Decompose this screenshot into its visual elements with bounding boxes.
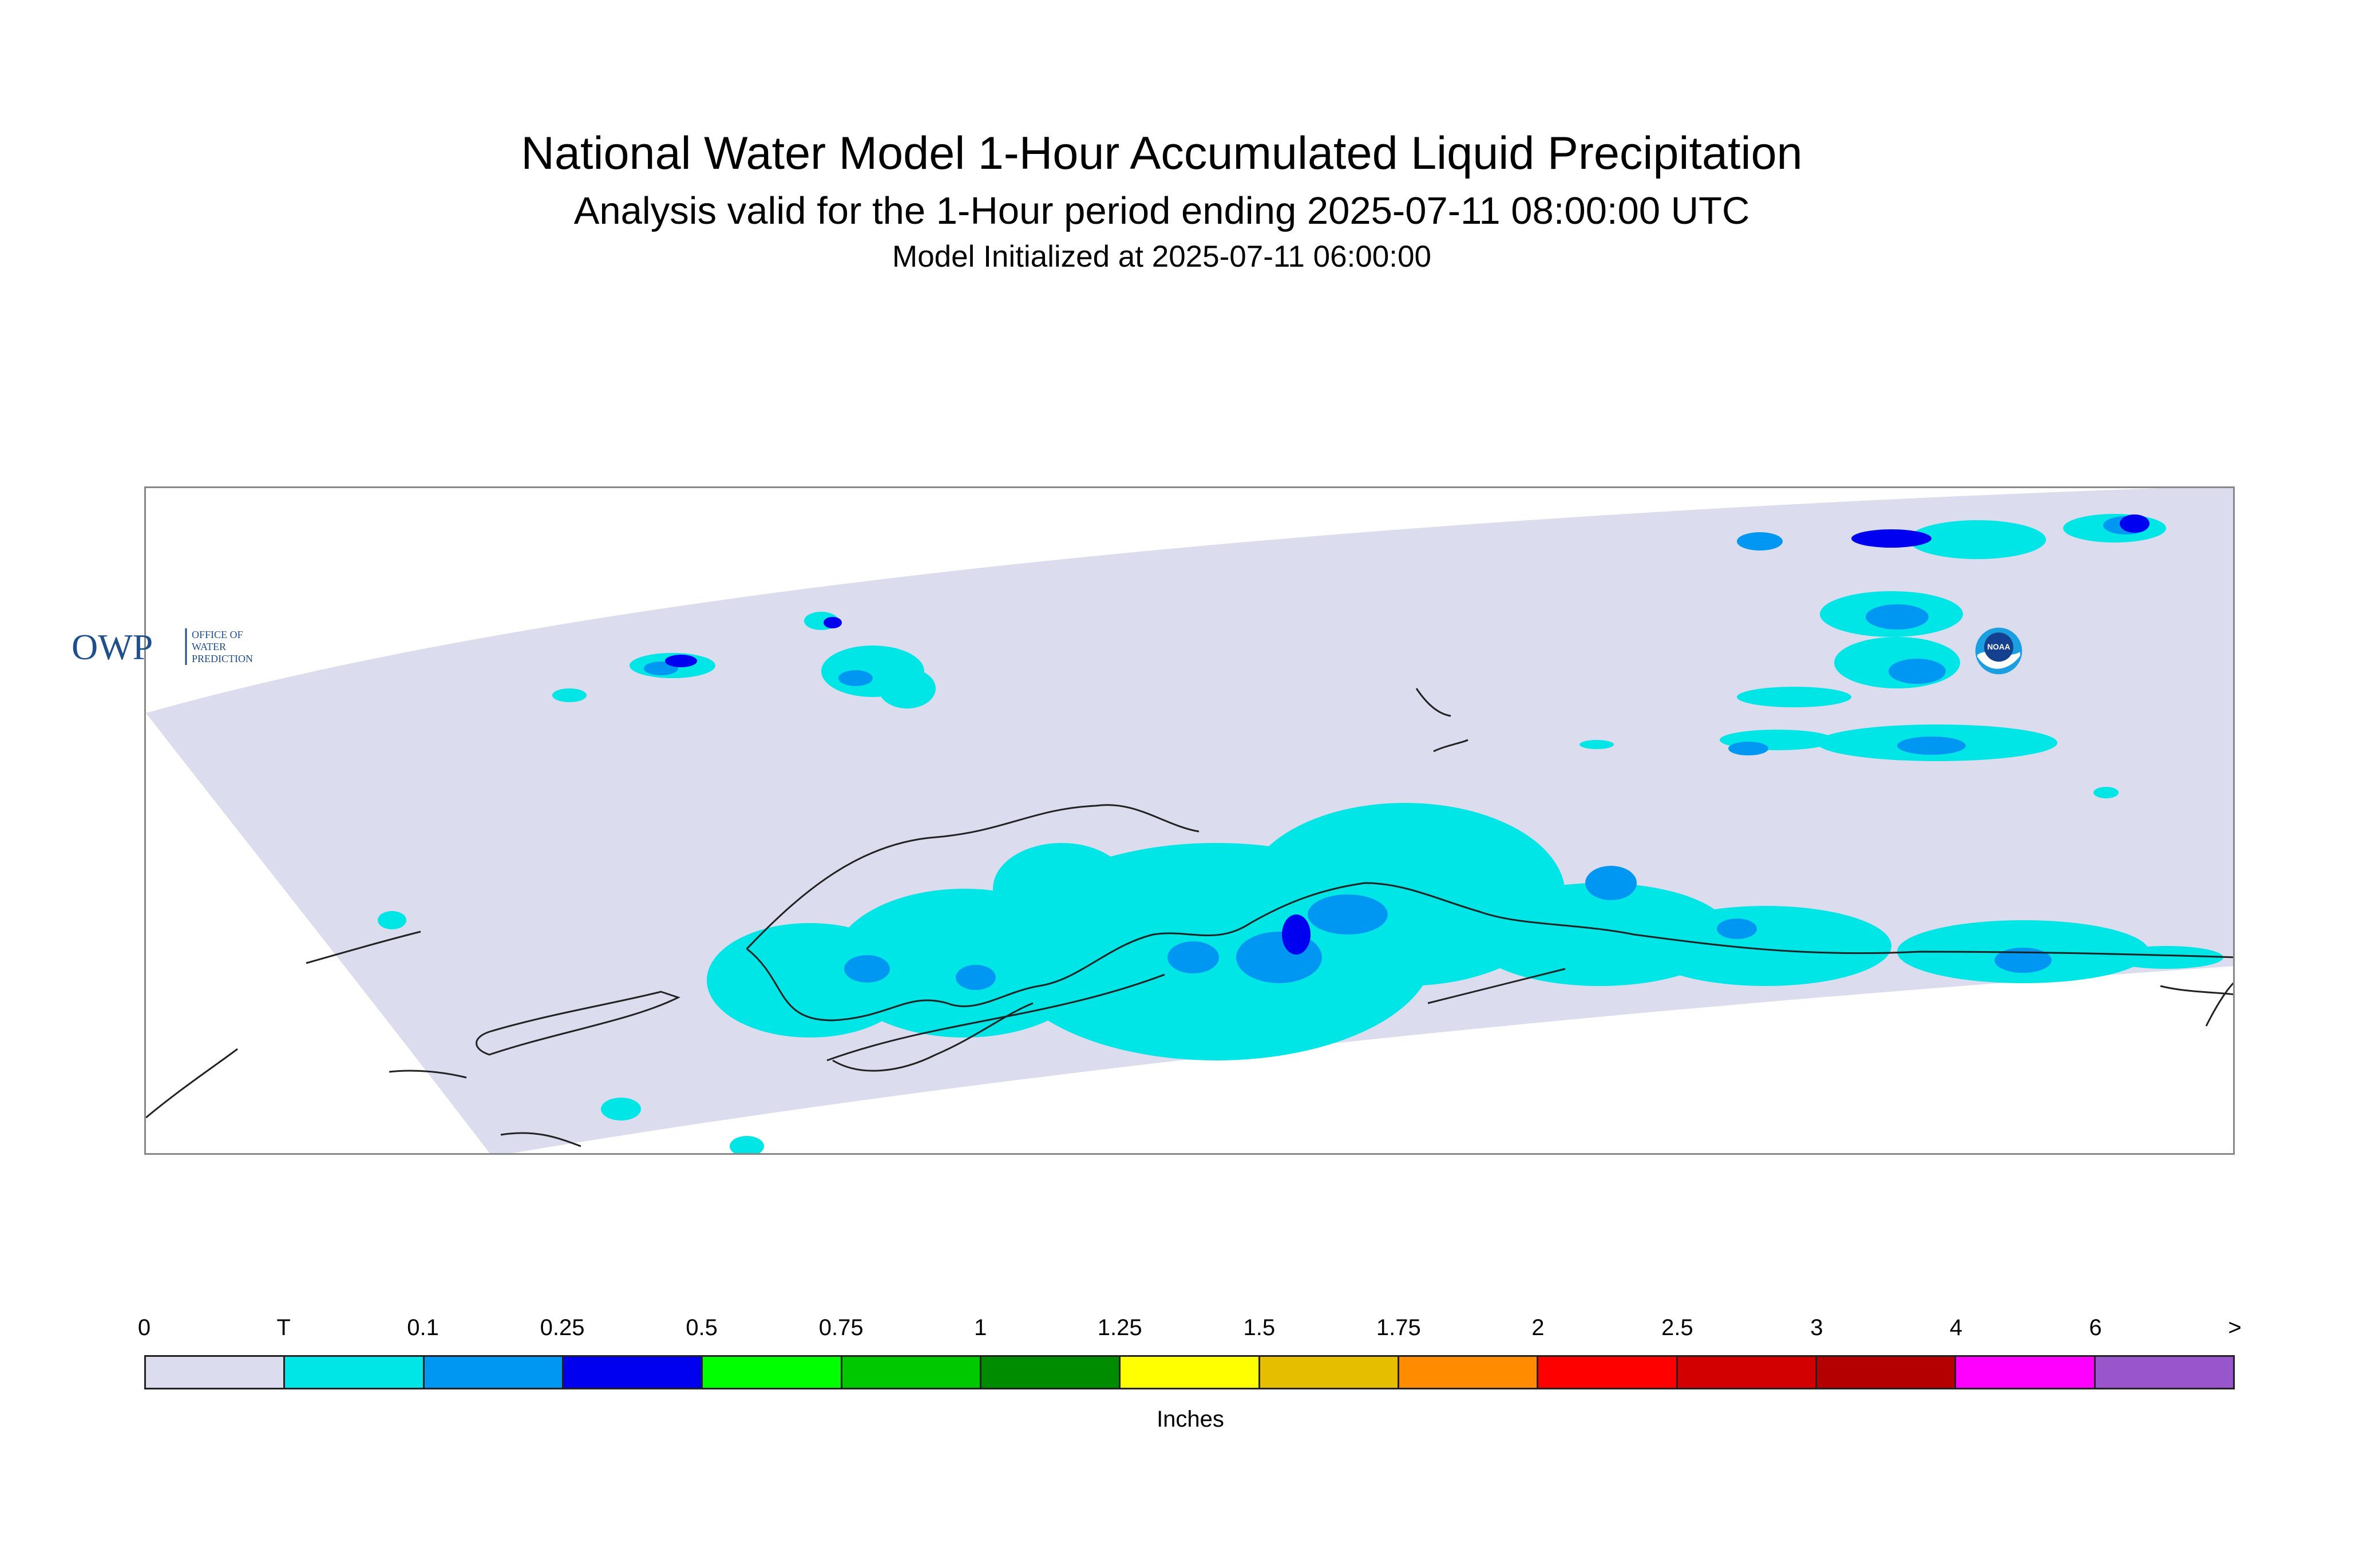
colorbar-tick-label: 1.5 <box>1243 1315 1276 1340</box>
colorbar-tick-label: 2.5 <box>1661 1315 1693 1340</box>
owp-logo-line-3: PREDICTION <box>192 653 253 664</box>
colorbar-swatch-8 <box>1260 1357 1399 1388</box>
colorbar-tick-label: 4 <box>1949 1315 1963 1340</box>
colorbar-tick-label: 0 <box>137 1315 151 1340</box>
colorbar-swatch-11 <box>1677 1357 1817 1388</box>
colorbar-tick-label: 6 <box>2089 1315 2102 1340</box>
noaa-logo-text: NOAA <box>1987 643 2010 651</box>
owp-logo-wordmark: OWP <box>72 627 153 667</box>
colorbar-tick-label: 0.75 <box>818 1315 864 1340</box>
model-init-line: Model Initialized at 2025-07-11 06:00:00 <box>892 240 1431 274</box>
moderate-precip-areas <box>665 514 2150 955</box>
precip-colorbar <box>144 1355 2235 1389</box>
colorbar-swatch-4 <box>703 1357 842 1388</box>
colorbar-tick-label: 0.5 <box>686 1315 718 1340</box>
map-panel <box>144 486 2235 1155</box>
colorbar-swatch-2 <box>424 1357 564 1388</box>
colorbar-tick-label: 3 <box>1810 1315 1823 1340</box>
colorbar-tick-label: 1.75 <box>1376 1315 1421 1340</box>
colorbar-tick-label: 0.1 <box>407 1315 439 1340</box>
colorbar-swatch-10 <box>1538 1357 1678 1388</box>
owp-logo-line-1: OFFICE OF <box>192 629 243 640</box>
colorbar-swatch-6 <box>981 1357 1121 1388</box>
colorbar-tick-label: 1.25 <box>1097 1315 1142 1340</box>
colorbar-swatch-3 <box>563 1357 703 1388</box>
colorbar-tick-label: 0.25 <box>540 1315 585 1340</box>
colorbar-tick-label: T <box>276 1315 291 1340</box>
colorbar-swatch-14 <box>2095 1357 2233 1388</box>
owp-logo-line-2: WATER <box>192 641 226 652</box>
colorbar-swatch-5 <box>842 1357 981 1388</box>
colorbar-swatch-9 <box>1399 1357 1539 1388</box>
precipitation-map <box>146 488 2233 1153</box>
owp-logo: OWP OFFICE OF WATER PREDICTION <box>72 627 253 667</box>
colorbar-swatch-1 <box>285 1357 425 1388</box>
colorbar-tick-label: 2 <box>1531 1315 1545 1340</box>
colorbar-tick-label: > <box>2228 1315 2242 1340</box>
colorbar-tick-label: 1 <box>974 1315 987 1340</box>
colorbar-swatch-0 <box>146 1357 286 1388</box>
colorbar-swatch-7 <box>1121 1357 1260 1388</box>
coastlines <box>146 688 2233 1147</box>
colorbar-swatch-13 <box>1956 1357 2096 1388</box>
colorbar-swatch-12 <box>1816 1357 1957 1388</box>
map-title: National Water Model 1-Hour Accumulated … <box>521 128 1803 179</box>
map-subtitle: Analysis valid for the 1-Hour period end… <box>573 189 1750 232</box>
noaa-logo: NOAA <box>1975 627 2022 675</box>
colorbar-units-label: Inches <box>1157 1407 1224 1432</box>
